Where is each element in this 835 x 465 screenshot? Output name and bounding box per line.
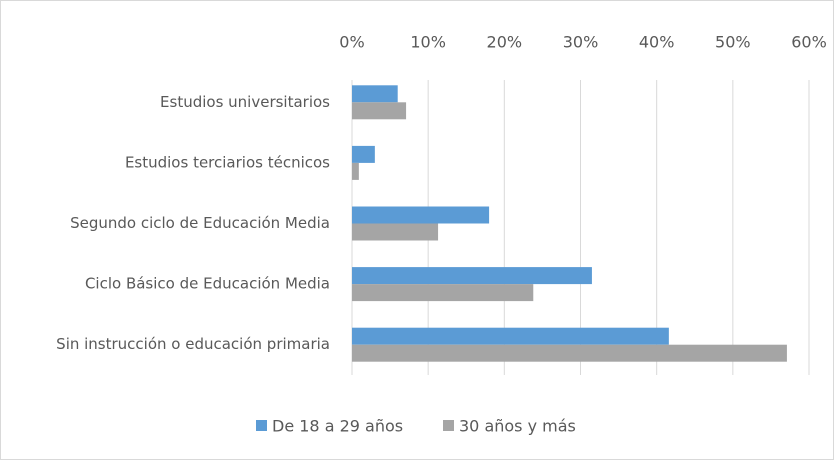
legend-label: 30 años y más <box>459 417 576 436</box>
legend-label: De 18 a 29 años <box>272 417 403 436</box>
bar <box>352 145 375 163</box>
x-tick-label: 60% <box>791 33 827 52</box>
legend-swatch <box>443 420 454 431</box>
y-tick-label: Estudios universitarios <box>160 93 330 111</box>
bar <box>352 344 787 362</box>
x-tick-label: 0% <box>339 33 364 52</box>
bar <box>352 284 534 302</box>
x-tick-label: 10% <box>410 33 446 52</box>
y-tick-label: Segundo ciclo de Educación Media <box>70 214 330 232</box>
bar <box>352 223 439 241</box>
bar <box>352 102 407 120</box>
x-tick-label: 20% <box>487 33 523 52</box>
legend-swatch <box>256 420 267 431</box>
y-tick-label: Ciclo Básico de Educación Media <box>85 275 330 293</box>
y-tick-label: Sin instrucción o educación primaria <box>56 335 330 353</box>
x-tick-label: 40% <box>639 33 675 52</box>
x-tick-label: 50% <box>715 33 751 52</box>
y-tick-label: Estudios terciarios técnicos <box>125 153 330 171</box>
bar <box>352 85 398 103</box>
bar <box>352 267 592 285</box>
bar <box>352 206 490 224</box>
x-tick-label: 30% <box>563 33 599 52</box>
bar <box>352 327 669 345</box>
bar <box>352 162 359 180</box>
